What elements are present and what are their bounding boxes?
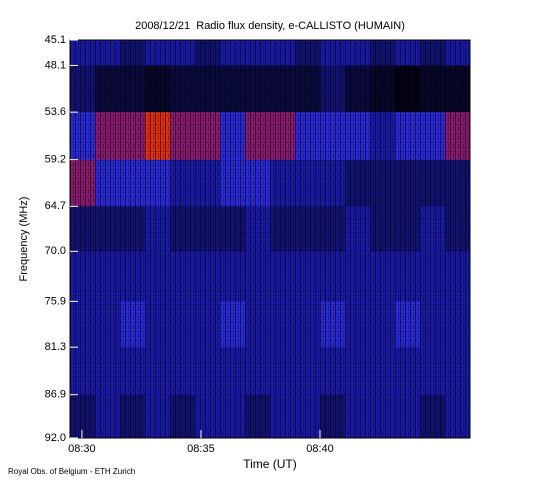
x-tick-label: 08:35 [187, 443, 215, 455]
y-tick-label: 59.2 [45, 154, 66, 166]
y-tick-label: 48.1 [45, 59, 66, 71]
y-tick-label: 53.6 [45, 106, 66, 118]
footer: Royal Obs. of Belgium - ETH Zurich [8, 467, 135, 476]
y-tick-label: 86.9 [45, 389, 66, 401]
y-tick-label: 64.7 [45, 200, 66, 212]
x-axis-label: Time (UT) [243, 457, 297, 471]
x-tick-label: 08:30 [68, 443, 96, 455]
texture [70, 40, 470, 438]
y-tick-label: 70.0 [45, 245, 66, 257]
axes: 45.1 48.1 53.6 59.2 64.7 70.0 75.9 81.3 86.9 92.0… [45, 34, 334, 455]
y-tick-label: 92.0 [45, 432, 66, 444]
plot-frame [69, 39, 471, 439]
y-axis-label: Frequency (MHz) [18, 197, 30, 282]
y-tick-label: 81.3 [45, 341, 66, 353]
y-tick-label: 45.1 [45, 34, 66, 46]
y-tick-label: 75.9 [45, 295, 66, 307]
chart-title: 2008/12/21 Radio flux density, e-CALLIST… [135, 20, 405, 32]
x-tick-label: 08:40 [306, 443, 334, 455]
